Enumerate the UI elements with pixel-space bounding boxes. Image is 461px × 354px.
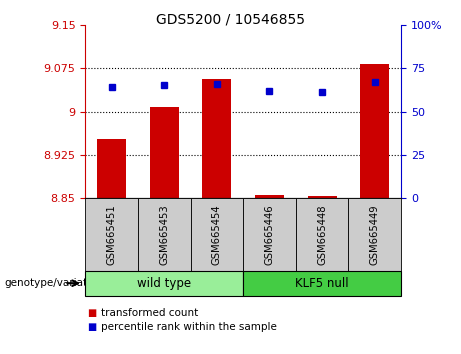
Text: wild type: wild type <box>137 277 191 290</box>
Bar <box>97 139 126 198</box>
Bar <box>361 64 389 198</box>
Text: ■: ■ <box>88 322 97 332</box>
Bar <box>307 196 337 198</box>
Text: KLF5 null: KLF5 null <box>296 277 349 290</box>
Text: transformed count: transformed count <box>101 308 199 318</box>
Bar <box>255 195 284 198</box>
Text: GSM665454: GSM665454 <box>212 204 222 265</box>
Text: GDS5200 / 10546855: GDS5200 / 10546855 <box>156 12 305 27</box>
Bar <box>150 107 179 198</box>
Text: GSM665453: GSM665453 <box>159 204 169 265</box>
Text: GSM665451: GSM665451 <box>106 204 117 265</box>
Text: percentile rank within the sample: percentile rank within the sample <box>101 322 278 332</box>
Text: GSM665449: GSM665449 <box>370 204 380 265</box>
Bar <box>202 79 231 198</box>
Text: ■: ■ <box>88 308 97 318</box>
Text: GSM665446: GSM665446 <box>265 204 274 265</box>
Text: GSM665448: GSM665448 <box>317 204 327 265</box>
Text: genotype/variation: genotype/variation <box>5 278 104 288</box>
